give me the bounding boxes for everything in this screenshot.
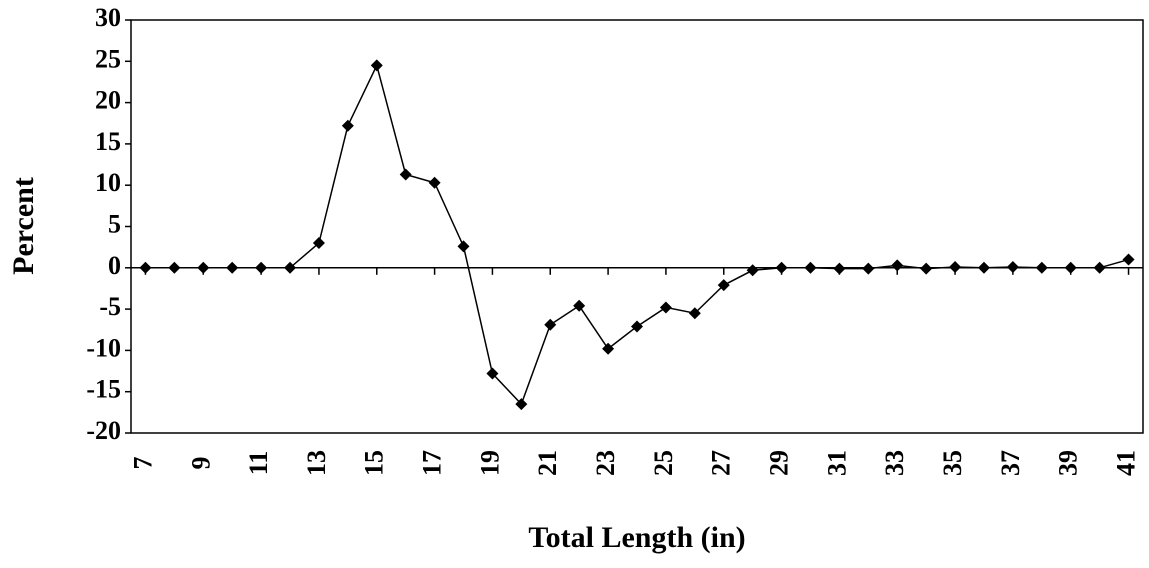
y-tick-label: -5 [99, 292, 121, 321]
x-tick-label: 31 [822, 450, 851, 476]
x-tick-label: 21 [533, 450, 562, 476]
marker [139, 261, 152, 274]
marker [891, 259, 904, 272]
marker [1064, 261, 1077, 274]
x-tick-label: 41 [1112, 450, 1141, 476]
y-tick-label: 15 [95, 127, 121, 156]
marker [457, 240, 470, 253]
marker [688, 307, 701, 320]
marker [862, 262, 875, 275]
x-tick-label: 13 [302, 450, 331, 476]
x-tick-label: 33 [880, 450, 909, 476]
marker [168, 261, 181, 274]
marker [255, 261, 268, 274]
y-tick-label: 20 [95, 86, 121, 115]
marker [602, 342, 615, 355]
x-tick-label: 17 [418, 450, 447, 476]
marker [544, 318, 557, 331]
marker [486, 367, 499, 380]
marker [949, 260, 962, 273]
y-tick-label: 10 [95, 168, 121, 197]
marker [226, 261, 239, 274]
x-tick-label: 19 [475, 450, 504, 476]
marker [1093, 261, 1106, 274]
x-tick-label: 11 [244, 451, 273, 476]
marker [775, 261, 788, 274]
marker [1122, 253, 1135, 266]
marker [515, 398, 528, 411]
x-axis-label: Total Length (in) [528, 521, 745, 554]
marker [428, 176, 441, 189]
marker [284, 261, 297, 274]
marker [399, 168, 412, 181]
y-tick-label: 30 [95, 3, 121, 32]
plot-area [130, 19, 1144, 434]
marker [717, 279, 730, 292]
x-tick-label: 27 [707, 450, 736, 476]
marker [920, 262, 933, 275]
y-tick-label: 25 [95, 44, 121, 73]
marker [573, 299, 586, 312]
y-tick-label: 0 [108, 251, 121, 280]
series-line [145, 63, 1129, 406]
y-tick-label: 5 [108, 209, 121, 238]
x-tick-label: 25 [649, 450, 678, 476]
marker [746, 264, 759, 277]
x-tick-label: 15 [360, 450, 389, 476]
marker [370, 59, 383, 72]
marker [631, 320, 643, 333]
x-tick-label: 37 [996, 450, 1025, 476]
marker [977, 261, 990, 274]
x-tick-label: 39 [1054, 450, 1083, 476]
y-tick-label: -10 [86, 333, 121, 362]
x-tick-label: 23 [591, 450, 620, 476]
marker [833, 262, 846, 275]
y-axis-label: Percent [7, 177, 40, 275]
x-tick-label: 29 [765, 450, 794, 476]
marker [1006, 260, 1019, 273]
y-tick-label: -15 [86, 375, 121, 404]
x-tick-label: 35 [938, 450, 967, 476]
marker [312, 237, 325, 250]
marker [659, 301, 672, 314]
marker [341, 119, 354, 132]
marker [197, 261, 210, 274]
x-tick-label: 9 [186, 457, 215, 470]
marker [804, 261, 817, 274]
x-tick-label: 7 [128, 457, 157, 470]
marker [1035, 261, 1048, 274]
y-tick-label: -20 [86, 416, 121, 445]
